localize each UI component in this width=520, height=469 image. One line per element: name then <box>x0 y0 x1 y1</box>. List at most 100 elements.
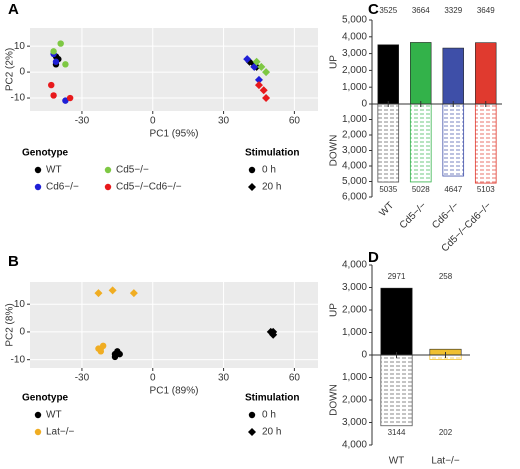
point <box>252 57 261 66</box>
y-tick-label: 10 <box>14 41 26 52</box>
down-value-label: 5028 <box>412 185 430 194</box>
x-tick-label: WT <box>389 456 405 467</box>
point <box>259 86 268 95</box>
legend-swatch <box>104 166 112 174</box>
legend-swatch <box>34 428 42 436</box>
x-axis-label: PC1 (89%) <box>150 386 199 397</box>
down-bar <box>474 103 497 184</box>
up-value-label: 3664 <box>412 6 430 15</box>
y2-tick-label: 2,000 <box>342 130 367 141</box>
y2-axis-label: DOWN <box>329 384 340 416</box>
up-value-label: 2971 <box>388 272 406 281</box>
panel-label: C <box>368 1 379 18</box>
point <box>254 75 263 84</box>
legend-swatch <box>248 411 256 419</box>
legend-label: Cd5−/−Cd6−/− <box>116 182 182 193</box>
y-tick-label: 3,000 <box>342 282 367 293</box>
x-tick-label: Cd5−/− <box>398 200 429 231</box>
point <box>62 97 69 104</box>
point <box>111 353 119 361</box>
down-value-label: 5035 <box>379 185 397 194</box>
legend-label: WT <box>46 410 62 421</box>
legend-swatch <box>34 411 42 419</box>
y2-tick-label: 1,000 <box>342 372 367 383</box>
up-bar <box>380 287 413 356</box>
y2-axis-label: DOWN <box>329 135 340 167</box>
up-bar <box>410 42 432 105</box>
point <box>66 94 74 102</box>
up-value-label: 258 <box>439 272 453 281</box>
up-value-label: 3525 <box>379 6 397 15</box>
point <box>50 92 57 99</box>
legend-title: Stimulation <box>245 148 299 159</box>
legend-label: Lat−/− <box>46 427 75 438</box>
x-tick-label: 60 <box>289 373 301 384</box>
x-tick-label: 60 <box>289 116 301 127</box>
legend-swatch <box>248 166 256 174</box>
legend-swatch <box>248 428 256 436</box>
y-tick-label: 5,000 <box>342 15 367 26</box>
y-tick-label: 1,000 <box>342 82 367 93</box>
y2-tick-label: 1,000 <box>342 114 367 125</box>
legend-swatch <box>34 183 42 191</box>
legend-label: 20 h <box>262 427 281 438</box>
plot-background <box>30 282 318 368</box>
legend-swatch <box>248 183 256 191</box>
down-value-label: 3144 <box>388 428 406 437</box>
point <box>129 289 138 298</box>
point <box>57 40 64 47</box>
point <box>116 350 123 358</box>
point <box>262 68 271 77</box>
panel-label: A <box>8 1 19 18</box>
down-value-label: 5103 <box>477 185 495 194</box>
down-bar <box>442 103 465 177</box>
y-tick-label: 3,000 <box>342 48 367 59</box>
down-bar <box>409 103 432 183</box>
y-axis-label: PC2 (2%) <box>5 48 16 91</box>
legend-label: 0 h <box>262 165 276 176</box>
y-tick-label: 4,000 <box>342 31 367 42</box>
y-axis-label: UP <box>329 55 340 69</box>
up-bar <box>442 47 464 105</box>
x-tick-label: Cd6−/− <box>430 200 461 231</box>
panel-label: B <box>8 253 19 270</box>
up-bar <box>377 44 399 105</box>
down-bar <box>380 354 413 427</box>
point <box>99 342 107 350</box>
y-tick-label: 2,000 <box>342 65 367 76</box>
point <box>243 55 252 64</box>
y-tick-label: 0 <box>361 99 367 110</box>
x-tick-label: WT <box>377 200 396 219</box>
point <box>257 62 266 71</box>
point <box>269 327 278 336</box>
point <box>108 286 117 295</box>
x-tick-label: -30 <box>75 116 90 127</box>
x-tick-label: Lat−/− <box>431 456 460 467</box>
y-tick-label: 0 <box>361 350 367 361</box>
y2-tick-label: 4,000 <box>342 161 367 172</box>
y-axis-label: UP <box>329 303 340 317</box>
x-tick-label: 30 <box>218 116 230 127</box>
y2-tick-label: 4,000 <box>342 440 367 451</box>
x-tick-label: 30 <box>218 373 230 384</box>
x-axis-label: PC1 (95%) <box>150 129 199 140</box>
down-value-label: 202 <box>439 428 453 437</box>
down-value-label: 4647 <box>444 185 462 194</box>
up-value-label: 3329 <box>444 6 462 15</box>
up-value-label: 3649 <box>477 6 495 15</box>
legend-label: 0 h <box>262 410 276 421</box>
y2-tick-label: 6,000 <box>342 192 367 203</box>
y2-tick-label: 2,000 <box>342 395 367 406</box>
x-tick-label: -30 <box>75 373 90 384</box>
point <box>94 289 103 298</box>
y-tick-label: -10 <box>11 93 26 104</box>
y2-tick-label: 3,000 <box>342 417 367 428</box>
legend-title: Genotype <box>22 148 69 159</box>
x-tick-label: 0 <box>150 373 156 384</box>
legend-title: Genotype <box>22 393 69 404</box>
legend-title: Stimulation <box>245 393 299 404</box>
legend-label: 20 h <box>262 182 281 193</box>
plot-background <box>30 28 318 111</box>
point <box>62 61 69 68</box>
point <box>254 81 263 90</box>
